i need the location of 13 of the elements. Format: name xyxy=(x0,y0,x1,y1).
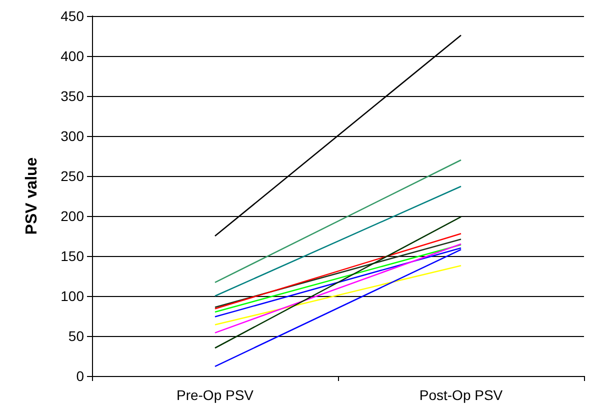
y-tick-label: 150 xyxy=(60,248,84,264)
y-tick-label: 0 xyxy=(76,368,84,384)
y-tick-label: 400 xyxy=(60,48,84,64)
y-tick-label: 450 xyxy=(60,8,84,24)
y-tick-label: 200 xyxy=(60,208,84,224)
x-tick-label: Pre-Op PSV xyxy=(176,387,254,403)
x-tick-label: Post-Op PSV xyxy=(419,387,504,403)
y-tick-label: 50 xyxy=(68,328,84,344)
y-axis-title: PSV value xyxy=(24,157,40,235)
y-tick-label: 350 xyxy=(60,88,84,104)
y-tick-label: 100 xyxy=(60,288,84,304)
y-tick-label: 300 xyxy=(60,128,84,144)
y-tick-label: 250 xyxy=(60,168,84,184)
